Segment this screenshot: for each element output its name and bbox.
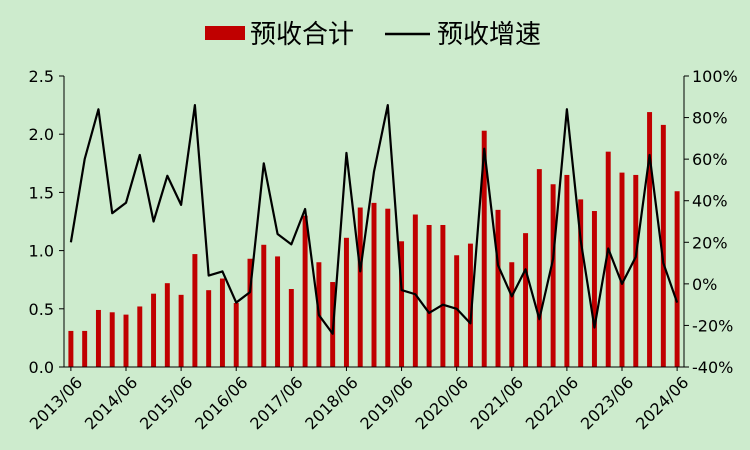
bar bbox=[385, 208, 391, 367]
x-tick-label: 2018/06 bbox=[301, 373, 361, 433]
x-tick-label: 2014/06 bbox=[81, 373, 141, 433]
bar bbox=[137, 306, 143, 367]
bar bbox=[233, 302, 239, 367]
legend: 预收合计 预收增速 bbox=[205, 20, 541, 50]
bar bbox=[536, 169, 542, 367]
bar bbox=[288, 289, 294, 367]
bar bbox=[164, 283, 170, 367]
bar bbox=[123, 314, 129, 367]
bar bbox=[343, 237, 349, 367]
y-left-tick-label: 2.0 bbox=[29, 125, 54, 144]
bar bbox=[68, 330, 74, 367]
y-left-tick-label: 2.5 bbox=[29, 67, 54, 86]
bar bbox=[633, 174, 639, 367]
growth-line bbox=[69, 103, 679, 335]
y-right-tick-label: 60% bbox=[692, 150, 728, 169]
y-right-tick-label: 100% bbox=[692, 67, 738, 86]
bar bbox=[674, 191, 680, 367]
y-right-tick-label: 40% bbox=[692, 192, 728, 211]
bar bbox=[619, 172, 625, 367]
bar bbox=[302, 215, 308, 367]
y-left-ticks: 0.0 0.5 1.0 1.5 2.0 2.5 bbox=[29, 67, 64, 377]
bar bbox=[440, 224, 446, 367]
bar bbox=[481, 130, 487, 367]
y-right-tick-label: 20% bbox=[692, 233, 728, 252]
bar bbox=[275, 256, 281, 367]
x-tick-label: 2013/06 bbox=[26, 373, 86, 433]
x-tick-label: 2016/06 bbox=[191, 373, 251, 433]
bar bbox=[357, 207, 363, 367]
bar bbox=[605, 151, 611, 367]
bar bbox=[591, 211, 597, 367]
y-left-tick-label: 1.5 bbox=[29, 183, 54, 202]
x-tick-label: 2017/06 bbox=[246, 373, 306, 433]
bar bbox=[647, 112, 653, 367]
y-left-tick-label: 0.5 bbox=[29, 300, 54, 319]
bar bbox=[426, 224, 432, 367]
bar bbox=[523, 233, 529, 367]
y-right-tick-label: -20% bbox=[692, 316, 733, 335]
x-tick-labels: 2013/062014/062015/062016/062017/062018/… bbox=[26, 367, 692, 433]
y-left-tick-label: 1.0 bbox=[29, 242, 54, 261]
axes bbox=[63, 76, 685, 368]
bar bbox=[178, 294, 184, 367]
x-tick-label: 2019/06 bbox=[356, 373, 416, 433]
x-tick-label: 2021/06 bbox=[467, 373, 527, 433]
bar bbox=[82, 330, 88, 367]
y-right-tick-label: 80% bbox=[692, 109, 728, 128]
bar bbox=[95, 309, 101, 367]
bar bbox=[247, 258, 253, 367]
bar bbox=[495, 209, 501, 367]
x-tick-label: 2015/06 bbox=[136, 373, 196, 433]
bar bbox=[399, 241, 405, 367]
legend-bar-label: 预收合计 bbox=[250, 20, 354, 50]
bar bbox=[151, 293, 157, 367]
y-right-tick-label: -40% bbox=[692, 358, 733, 377]
bar bbox=[578, 199, 584, 367]
x-tick-label: 2020/06 bbox=[412, 373, 472, 433]
legend-line-label: 预收增速 bbox=[437, 20, 541, 50]
bar bbox=[412, 214, 418, 367]
bar bbox=[564, 174, 570, 367]
bar bbox=[454, 255, 460, 367]
bar bbox=[660, 124, 666, 367]
bar bbox=[467, 243, 473, 367]
line-series bbox=[69, 103, 679, 335]
y-right-tick-label: 0% bbox=[692, 275, 717, 294]
x-tick-label: 2023/06 bbox=[577, 373, 637, 433]
bar bbox=[550, 184, 556, 367]
bar bbox=[219, 278, 225, 367]
x-tick-label: 2024/06 bbox=[632, 373, 692, 433]
bar bbox=[509, 262, 515, 367]
x-tick-label: 2022/06 bbox=[522, 373, 582, 433]
bar bbox=[261, 244, 267, 367]
legend-bar-swatch bbox=[205, 26, 245, 40]
bar bbox=[371, 202, 377, 367]
bar bbox=[109, 312, 115, 367]
bar-series bbox=[68, 112, 680, 367]
y-left-tick-label: 0.0 bbox=[29, 358, 54, 377]
bar bbox=[192, 254, 198, 367]
y-right-ticks: -40% -20% 0% 20% 40% 60% 80% 100% bbox=[684, 67, 738, 377]
bar bbox=[206, 290, 212, 367]
